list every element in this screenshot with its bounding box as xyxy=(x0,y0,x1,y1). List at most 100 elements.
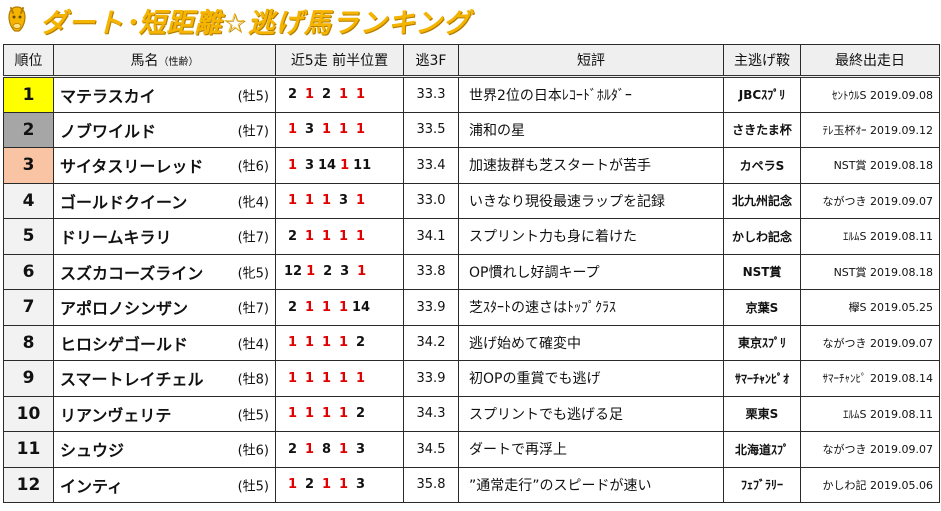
comment-cell: 加速抜群も芝スタートが苦手 xyxy=(458,147,724,184)
position-value: 2 xyxy=(287,87,298,103)
rank-cell: 5 xyxy=(3,218,54,255)
horse-name-cell: マテラスカイ (牡5) xyxy=(53,76,276,113)
sex-age: (牡8) xyxy=(237,372,269,388)
horse-name: インティ xyxy=(60,476,124,496)
position-value: 1 xyxy=(321,477,332,493)
ranking-table: 順位 馬名（性齢） 近5走 前半位置 逃3F 短評 主逃げ鞍 最終出走日 1 マテ… xyxy=(3,44,940,503)
position-value: 1 xyxy=(338,335,349,351)
position-value: 1 xyxy=(321,406,332,422)
sex-age: (牡5) xyxy=(237,89,269,105)
header-positions: 近5走 前半位置 xyxy=(275,44,404,78)
table-row: 6 スズカコーズライン (牝5) 12 1 2 3 1 33.8 OP慣れし好調キープ NST賞 NS… xyxy=(3,253,940,290)
main-race-cell: 栗東S xyxy=(723,395,801,432)
position-value: 1 xyxy=(355,87,366,103)
position-value: 1 xyxy=(304,406,315,422)
f3-cell: 33.3 xyxy=(403,76,459,113)
horse-name: スマートレイチェル xyxy=(60,370,204,390)
comment-cell: 芝ｽﾀｰﾄの速さはﾄｯﾌﾟｸﾗｽ xyxy=(458,289,724,326)
position-value: 3 xyxy=(355,441,366,457)
position-value: 1 xyxy=(287,335,298,351)
f3-cell: 33.0 xyxy=(403,182,459,219)
position-value: 14 xyxy=(318,157,337,173)
horse-name: ゴールドクイーン xyxy=(60,192,188,212)
comment-cell: 初OPの重賞でも逃げ xyxy=(458,360,724,397)
position-value: 1 xyxy=(338,299,349,315)
horse-name-cell: スマートレイチェル (牡8) xyxy=(53,360,276,397)
position-value: 1 xyxy=(338,441,349,457)
main-race-cell: さきたま杯 xyxy=(723,111,801,148)
position-value: 12 xyxy=(284,264,303,280)
position-value: 1 xyxy=(304,441,315,457)
sex-age: (牡7) xyxy=(237,301,269,317)
main-race-cell: 北九州記念 xyxy=(723,182,801,219)
comment-cell: スプリント力も身に着けた xyxy=(458,218,724,255)
comment-cell: 世界2位の日本ﾚｺｰﾄﾞﾎﾙﾀﾞｰ xyxy=(458,76,724,113)
table-row: 5 ドリームキラリ (牡7) 2 1 1 1 1 34.1 スプリント力も身に着けた かしわ記念 ｴﾙ… xyxy=(3,218,940,255)
table-row: 10 リアンヴェリテ (牡5) 1 1 1 1 2 34.3 スプリントでも逃げる足 栗東S ｴﾙﾑS… xyxy=(3,395,940,432)
last-start-cell: ｻﾏｰﾁｬﾝﾋﾟ 2019.08.14 xyxy=(800,360,940,397)
sex-age: (牡7) xyxy=(237,230,269,246)
position-value: 1 xyxy=(287,370,298,386)
sex-age: (牝5) xyxy=(237,266,269,282)
comment-cell: スプリントでも逃げる足 xyxy=(458,395,724,432)
sex-age: (牡4) xyxy=(237,337,269,353)
rank-cell: 12 xyxy=(3,466,54,503)
rank-cell: 7 xyxy=(3,289,54,326)
header-comment: 短評 xyxy=(458,44,724,78)
position-value: 1 xyxy=(321,193,332,209)
f3-cell: 34.3 xyxy=(403,395,459,432)
sex-age: (牡6) xyxy=(237,443,269,459)
rank-cell: 11 xyxy=(3,431,54,468)
rank-cell: 8 xyxy=(3,324,54,361)
horse-name: ノブワイルド xyxy=(60,121,157,141)
f3-cell: 34.2 xyxy=(403,324,459,361)
position-value: 1 xyxy=(287,406,298,422)
horse-name-cell: シュウジ (牡6) xyxy=(53,431,276,468)
horse-name: シュウジ xyxy=(60,441,125,461)
position-value: 1 xyxy=(338,228,349,244)
position-value: 1 xyxy=(321,299,332,315)
main-race-cell: ｻﾏｰﾁｬﾝﾋﾟｵ xyxy=(723,360,801,397)
position-value: 1 xyxy=(321,335,332,351)
main-race-cell: 京葉S xyxy=(723,289,801,326)
rank-cell: 10 xyxy=(3,395,54,432)
f3-cell: 34.1 xyxy=(403,218,459,255)
main-race-cell: JBCｽﾌﾟﾘ xyxy=(723,76,801,113)
table-row: 3 サイタスリーレッド (牡6) 1 3 14 1 11 33.4 加速抜群も芝スタートが苦手 カペ… xyxy=(3,147,940,184)
position-value: 1 xyxy=(355,193,366,209)
f3-cell: 33.8 xyxy=(403,253,459,290)
position-value: 1 xyxy=(321,370,332,386)
position-value: 14 xyxy=(352,299,371,315)
f3-cell: 33.5 xyxy=(403,111,459,148)
positions-cell: 1 3 14 1 11 xyxy=(275,147,404,184)
position-value: 2 xyxy=(355,335,366,351)
position-value: 1 xyxy=(304,370,315,386)
position-value: 11 xyxy=(353,157,372,173)
header-f3: 逃3F xyxy=(403,44,459,78)
last-start-cell: ﾃﾚ玉杯ｵｰ 2019.09.12 xyxy=(800,111,940,148)
header-rank: 順位 xyxy=(3,44,54,78)
horse-name: スズカコーズライン xyxy=(60,263,204,283)
table-row: 4 ゴールドクイーン (牝4) 1 1 1 3 1 33.0 いきなり現役最速ラップを記録 北九州記… xyxy=(3,182,940,219)
position-value: 1 xyxy=(287,193,298,209)
position-value: 1 xyxy=(304,335,315,351)
position-value: 1 xyxy=(321,122,332,138)
last-start-cell: ｾﾝﾄｳﾙS 2019.09.08 xyxy=(800,76,940,113)
position-value: 3 xyxy=(355,477,366,493)
rank-cell: 3 xyxy=(3,147,54,184)
horse-name: マテラスカイ xyxy=(60,86,156,106)
horse-name: リアンヴェリテ xyxy=(60,405,172,425)
rank-cell: 9 xyxy=(3,360,54,397)
position-value: 1 xyxy=(355,228,366,244)
header-race: 主逃げ鞍 xyxy=(723,44,801,78)
position-value: 1 xyxy=(338,370,349,386)
header-name-label: 馬名 xyxy=(130,53,159,69)
main-race-cell: カペラS xyxy=(723,147,801,184)
position-value: 1 xyxy=(355,122,366,138)
horse-name: ドリームキラリ xyxy=(60,228,172,248)
horse-name: アポロノシンザン xyxy=(60,299,189,319)
